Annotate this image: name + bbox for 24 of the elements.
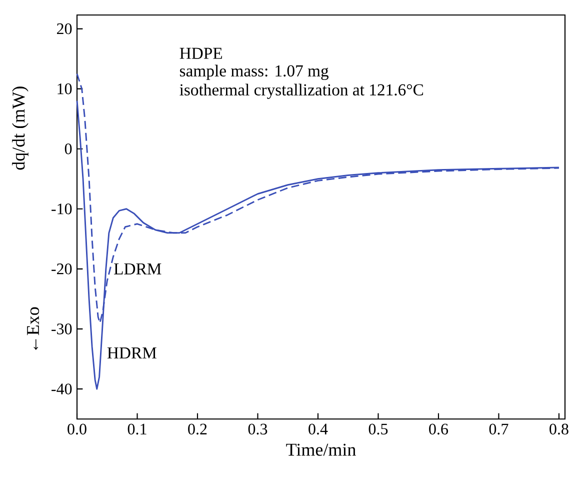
- x-tick-label: 0.3: [248, 424, 268, 435]
- y-tick-label: 20: [57, 23, 72, 34]
- y-tick-label: -40: [52, 384, 72, 394]
- annotation: sample mass: 1.07 mg: [180, 64, 329, 80]
- series-label: HDRM: [107, 347, 156, 358]
- x-tick-label: 0.2: [188, 424, 207, 435]
- x-tick-label: 0.4: [308, 424, 328, 435]
- y-tick-label: 10: [58, 83, 72, 94]
- x-tick-label: 0.1: [128, 424, 146, 435]
- annotation: isothermal crystallization at 121.6°C: [180, 84, 424, 99]
- x-tick-label: 0.5: [368, 424, 388, 435]
- y-tick-label: -10: [52, 203, 72, 214]
- y-axis-title: dq/dt (mW): [12, 86, 28, 170]
- series-label: LDRM: [114, 263, 162, 274]
- x-axis-title: Time/min: [286, 444, 356, 456]
- annotation: HDPE: [180, 48, 222, 59]
- y-tick-label: 0: [64, 143, 72, 154]
- text: ←Exo: [27, 307, 40, 350]
- x-tick-label: 0.6: [429, 424, 448, 435]
- y-tick-label: -30: [52, 324, 72, 334]
- x-tick-label: 0.7: [489, 424, 508, 435]
- y-tick-label: -20: [52, 264, 72, 274]
- x-tick-label: 0.8: [550, 424, 568, 435]
- x-tick-label: 0.0: [68, 424, 86, 435]
